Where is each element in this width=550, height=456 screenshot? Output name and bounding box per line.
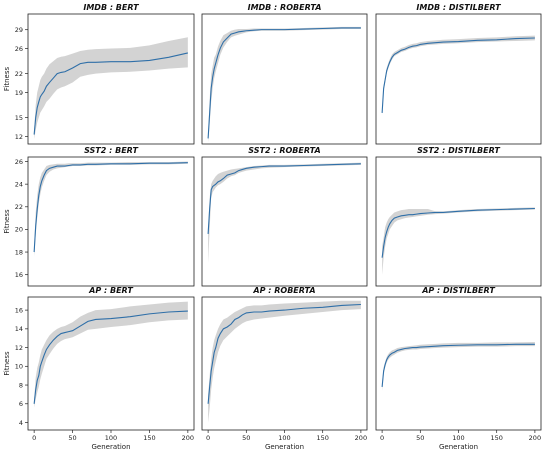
panel-1-ylabel: Fitness bbox=[3, 67, 11, 92]
panel-8-xtick-label: 50 bbox=[242, 434, 250, 442]
panel-5: SST2 : ROBERTA bbox=[201, 146, 368, 287]
panel-7-series-line bbox=[33, 310, 188, 404]
panel-5-frame bbox=[201, 156, 368, 287]
panel-7-ytick-label: 6 bbox=[19, 400, 23, 408]
panel-5-series-line bbox=[207, 163, 361, 234]
panel-4-series-line bbox=[33, 162, 188, 253]
panel-9-xtick-label: 0 bbox=[380, 434, 384, 442]
panel-4-ytick-label: 22 bbox=[15, 203, 23, 211]
panel-8-xlabel: Generation bbox=[265, 443, 304, 451]
panel-3-band bbox=[382, 35, 535, 115]
panel-7-band bbox=[34, 301, 188, 408]
panel-7-ytick-label: 12 bbox=[15, 344, 23, 352]
panel-6-series-line bbox=[381, 207, 535, 258]
panel-6-title: SST2 : DISTILBERT bbox=[417, 146, 500, 155]
panel-7: AP : BERT 4 6 8 10 12 14 16 0 50 100 150 200 Fitness G… bbox=[3, 286, 195, 451]
panel-6-band bbox=[382, 207, 535, 275]
panel-1-series-line bbox=[33, 52, 188, 135]
panel-8-band bbox=[208, 300, 361, 423]
panel-7-xtick-label: 150 bbox=[143, 434, 155, 442]
panel-9-xtick-label: 150 bbox=[490, 434, 502, 442]
panel-9-xtick-label: 200 bbox=[529, 434, 541, 442]
panel-3-title: IMDB : DISTILBERT bbox=[416, 3, 501, 12]
panel-7-ytick-label: 4 bbox=[19, 419, 23, 427]
panel-8-frame bbox=[201, 296, 368, 431]
panel-4-ytick-label: 24 bbox=[15, 180, 23, 188]
panel-4-ytick-label: 20 bbox=[15, 226, 23, 234]
panel-1: IMDB : BERT 12 15 19 22 26 29 Fitness bbox=[3, 3, 195, 145]
panel-7-xtick-label: 100 bbox=[105, 434, 117, 442]
panel-9-xtick-label: 50 bbox=[416, 434, 424, 442]
panel-9-xlabel: Generation bbox=[439, 443, 478, 451]
panel-4-ytick-label: 16 bbox=[15, 271, 23, 279]
panel-3: IMDB : DISTILBERT bbox=[375, 3, 542, 145]
panel-8-xtick-label: 100 bbox=[278, 434, 290, 442]
panel-4-frame bbox=[27, 156, 195, 287]
panel-8-xtick-label: 200 bbox=[355, 434, 367, 442]
panel-1-frame bbox=[27, 13, 195, 145]
panel-7-xtick-label: 0 bbox=[32, 434, 36, 442]
panel-4-ytick-label: 18 bbox=[15, 248, 23, 256]
panel-8-xtick-label: 150 bbox=[316, 434, 328, 442]
panel-4-band bbox=[34, 161, 188, 257]
panel-8: AP : ROBERTA 0 50 100 150 200 Generation bbox=[201, 286, 368, 451]
panel-1-ytick-label: 29 bbox=[15, 26, 23, 34]
panel-6: SST2 : DISTILBERT bbox=[375, 146, 542, 287]
panel-7-xlabel: Generation bbox=[91, 443, 130, 451]
panel-6-frame bbox=[375, 156, 542, 287]
panel-7-ylabel: Fitness bbox=[3, 351, 11, 376]
panel-2-band bbox=[208, 26, 361, 143]
panel-1-ytick-label: 15 bbox=[15, 114, 23, 122]
panel-5-band bbox=[208, 162, 361, 264]
panel-9-xtick-label: 100 bbox=[452, 434, 464, 442]
panel-4-title: SST2 : BERT bbox=[84, 146, 138, 155]
panel-7-ytick-label: 10 bbox=[15, 363, 23, 371]
panel-9-series-line bbox=[381, 343, 535, 387]
panel-9-band bbox=[382, 341, 535, 391]
panel-1-ytick-label: 19 bbox=[15, 89, 23, 97]
panel-2-title: IMDB : ROBERTA bbox=[248, 3, 322, 12]
panel-3-series-line bbox=[381, 37, 535, 113]
panel-7-xtick-label: 200 bbox=[182, 434, 194, 442]
panel-9-frame bbox=[375, 296, 542, 431]
panel-1-ytick-label: 22 bbox=[15, 70, 23, 78]
panel-4-ylabel: Fitness bbox=[3, 209, 11, 234]
panel-2-frame bbox=[201, 13, 368, 145]
panel-3-frame bbox=[375, 13, 542, 145]
panel-9: AP : DISTILBERT 0 50 100 150 200 Generation bbox=[375, 286, 542, 451]
panel-8-xtick-label: 0 bbox=[206, 434, 210, 442]
panel-7-ytick-label: 14 bbox=[15, 325, 23, 333]
panel-8-title: AP : ROBERTA bbox=[252, 286, 315, 295]
panel-1-band bbox=[34, 37, 188, 139]
panel-2: IMDB : ROBERTA bbox=[201, 3, 368, 145]
panel-4-ytick-label: 26 bbox=[15, 158, 23, 166]
panel-7-ytick-label: 8 bbox=[19, 381, 23, 389]
panel-1-ytick-label: 26 bbox=[15, 45, 23, 53]
panel-7-title: AP : BERT bbox=[88, 286, 133, 295]
panel-7-ytick-label: 16 bbox=[15, 306, 23, 314]
panel-4: SST2 : BERT 16 18 20 22 24 26 Fitness bbox=[3, 146, 195, 287]
panel-1-title: IMDB : BERT bbox=[83, 3, 139, 12]
panel-8-series-line bbox=[207, 303, 361, 404]
panel-9-title: AP : DISTILBERT bbox=[421, 286, 495, 295]
panel-1-ytick-label: 12 bbox=[15, 133, 23, 141]
panel-2-series-line bbox=[207, 27, 361, 139]
panel-7-xtick-label: 50 bbox=[68, 434, 76, 442]
panel-5-title: SST2 : ROBERTA bbox=[248, 146, 320, 155]
